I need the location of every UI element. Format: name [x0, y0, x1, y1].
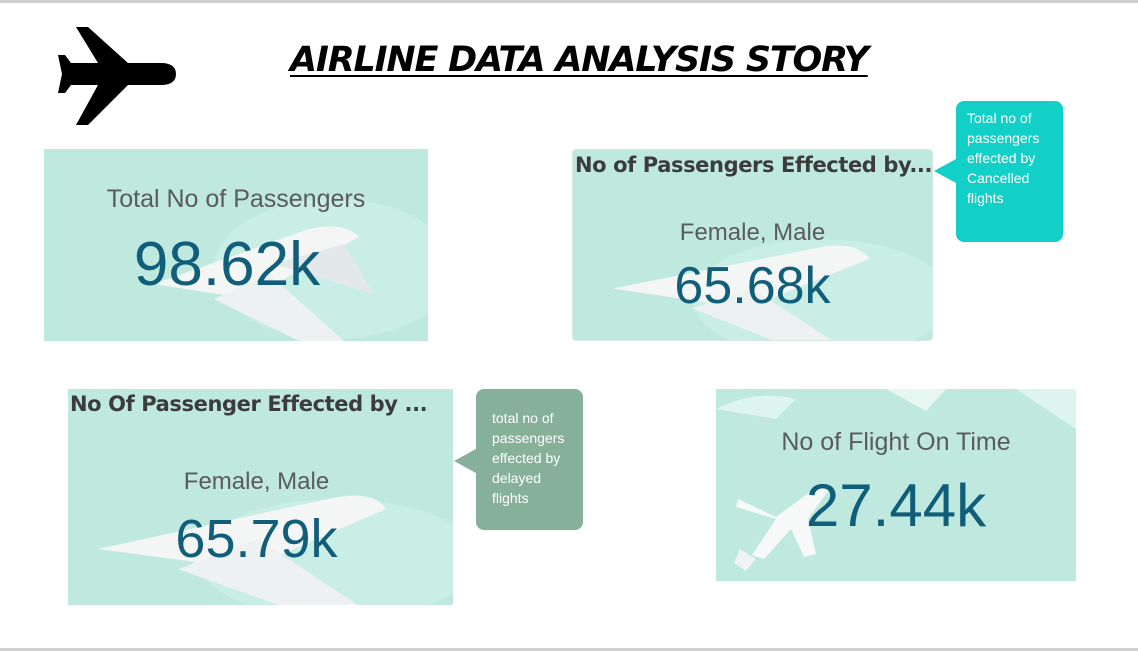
delayed-tooltip-pointer [454, 449, 476, 473]
bottom-border [0, 648, 1138, 651]
total-passengers-label: Total No of Passengers [106, 185, 366, 213]
page-title: AIRLINE DATA ANALYSIS STORY [290, 40, 869, 80]
airplane-background-image [573, 150, 932, 340]
on-time-flights-card[interactable]: No of Flight On Time 27.44k [716, 389, 1076, 581]
airplane-background-image [68, 389, 453, 605]
cancelled-tooltip-text: Total no of passengers effected by Cance… [967, 110, 1040, 206]
total-passengers-value: 98.62k [133, 230, 321, 299]
delayed-tooltip: total no of passengers effected by delay… [476, 389, 583, 530]
delayed-passengers-card[interactable]: No Of Passenger Effected by ... Female, … [68, 389, 453, 605]
cancelled-tooltip: Total no of passengers effected by Cance… [956, 101, 1063, 242]
delayed-card-value: 65.79k [175, 509, 338, 569]
delayed-tooltip-text: total no of passengers effected by delay… [492, 410, 565, 506]
airplane-icon [58, 27, 176, 125]
cancelled-passengers-card[interactable]: No of Passengers Effected by... Female, … [572, 149, 933, 341]
cancelled-tooltip-pointer [934, 159, 956, 183]
airplane-background-image [716, 389, 1076, 581]
delayed-card-header: No Of Passenger Effected by ... [70, 392, 428, 416]
cancelled-card-value: 65.68k [674, 257, 831, 315]
top-border [0, 0, 1138, 3]
on-time-flights-value: 27.44k [805, 472, 987, 539]
airplane-background-image [44, 149, 428, 341]
total-passengers-card[interactable]: Total No of Passengers 98.62k [44, 149, 428, 341]
delayed-card-subtitle: Female, Male [183, 468, 330, 495]
cancelled-card-header: No of Passengers Effected by... [575, 153, 933, 177]
cancelled-card-subtitle: Female, Male [679, 219, 826, 246]
on-time-flights-label: No of Flight On Time [781, 428, 1011, 456]
